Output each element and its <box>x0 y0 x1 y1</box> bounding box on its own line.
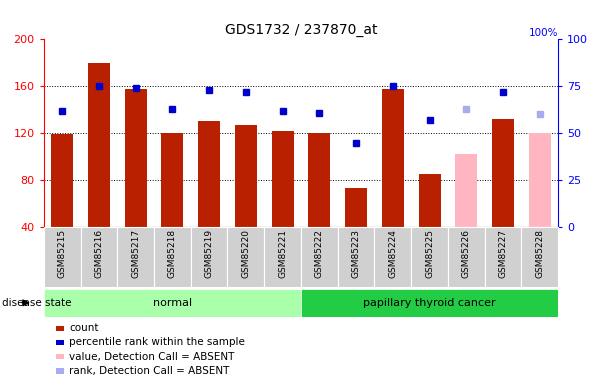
Bar <box>529 133 551 227</box>
Text: count: count <box>69 323 99 333</box>
Bar <box>44 227 80 287</box>
Text: GSM85222: GSM85222 <box>315 229 324 278</box>
Bar <box>448 227 485 287</box>
Text: GSM85215: GSM85215 <box>58 229 67 278</box>
Bar <box>51 134 73 227</box>
Bar <box>117 227 154 287</box>
Bar <box>80 227 117 287</box>
Bar <box>154 227 191 287</box>
Text: GSM85224: GSM85224 <box>389 229 397 278</box>
Bar <box>375 227 411 287</box>
Text: 100%: 100% <box>528 28 558 39</box>
Bar <box>227 227 264 287</box>
Text: GSM85228: GSM85228 <box>535 229 544 278</box>
Bar <box>301 227 337 287</box>
Bar <box>411 227 448 287</box>
Bar <box>308 133 330 227</box>
Text: rank, Detection Call = ABSENT: rank, Detection Call = ABSENT <box>69 366 230 375</box>
Bar <box>522 227 558 287</box>
Bar <box>418 174 441 227</box>
Bar <box>56 354 64 359</box>
Text: GSM85226: GSM85226 <box>462 229 471 278</box>
Bar <box>56 326 64 331</box>
Bar <box>161 133 184 227</box>
Bar <box>56 340 64 345</box>
Text: GSM85219: GSM85219 <box>205 229 213 278</box>
Text: normal: normal <box>153 298 192 308</box>
Text: GSM85221: GSM85221 <box>278 229 287 278</box>
Bar <box>264 227 301 287</box>
Text: percentile rank within the sample: percentile rank within the sample <box>69 338 245 347</box>
Text: GSM85225: GSM85225 <box>425 229 434 278</box>
Bar <box>301 289 558 317</box>
Text: disease state: disease state <box>2 298 71 308</box>
Text: papillary thyroid cancer: papillary thyroid cancer <box>363 298 496 308</box>
Bar <box>455 154 477 227</box>
Text: GSM85220: GSM85220 <box>241 229 250 278</box>
Bar <box>382 88 404 227</box>
Bar <box>56 368 64 374</box>
Bar <box>235 125 257 227</box>
Bar <box>198 122 220 227</box>
Text: GSM85223: GSM85223 <box>351 229 361 278</box>
Bar <box>345 188 367 227</box>
Text: GSM85216: GSM85216 <box>94 229 103 278</box>
Bar <box>191 227 227 287</box>
Text: GSM85217: GSM85217 <box>131 229 140 278</box>
Bar <box>272 131 294 227</box>
Bar <box>492 119 514 227</box>
Bar <box>485 227 522 287</box>
Bar <box>88 63 110 227</box>
Text: GSM85227: GSM85227 <box>499 229 508 278</box>
Bar <box>125 88 147 227</box>
Text: GSM85218: GSM85218 <box>168 229 177 278</box>
Text: value, Detection Call = ABSENT: value, Detection Call = ABSENT <box>69 352 235 362</box>
Title: GDS1732 / 237870_at: GDS1732 / 237870_at <box>225 23 377 37</box>
Bar <box>44 289 301 317</box>
Bar <box>337 227 375 287</box>
